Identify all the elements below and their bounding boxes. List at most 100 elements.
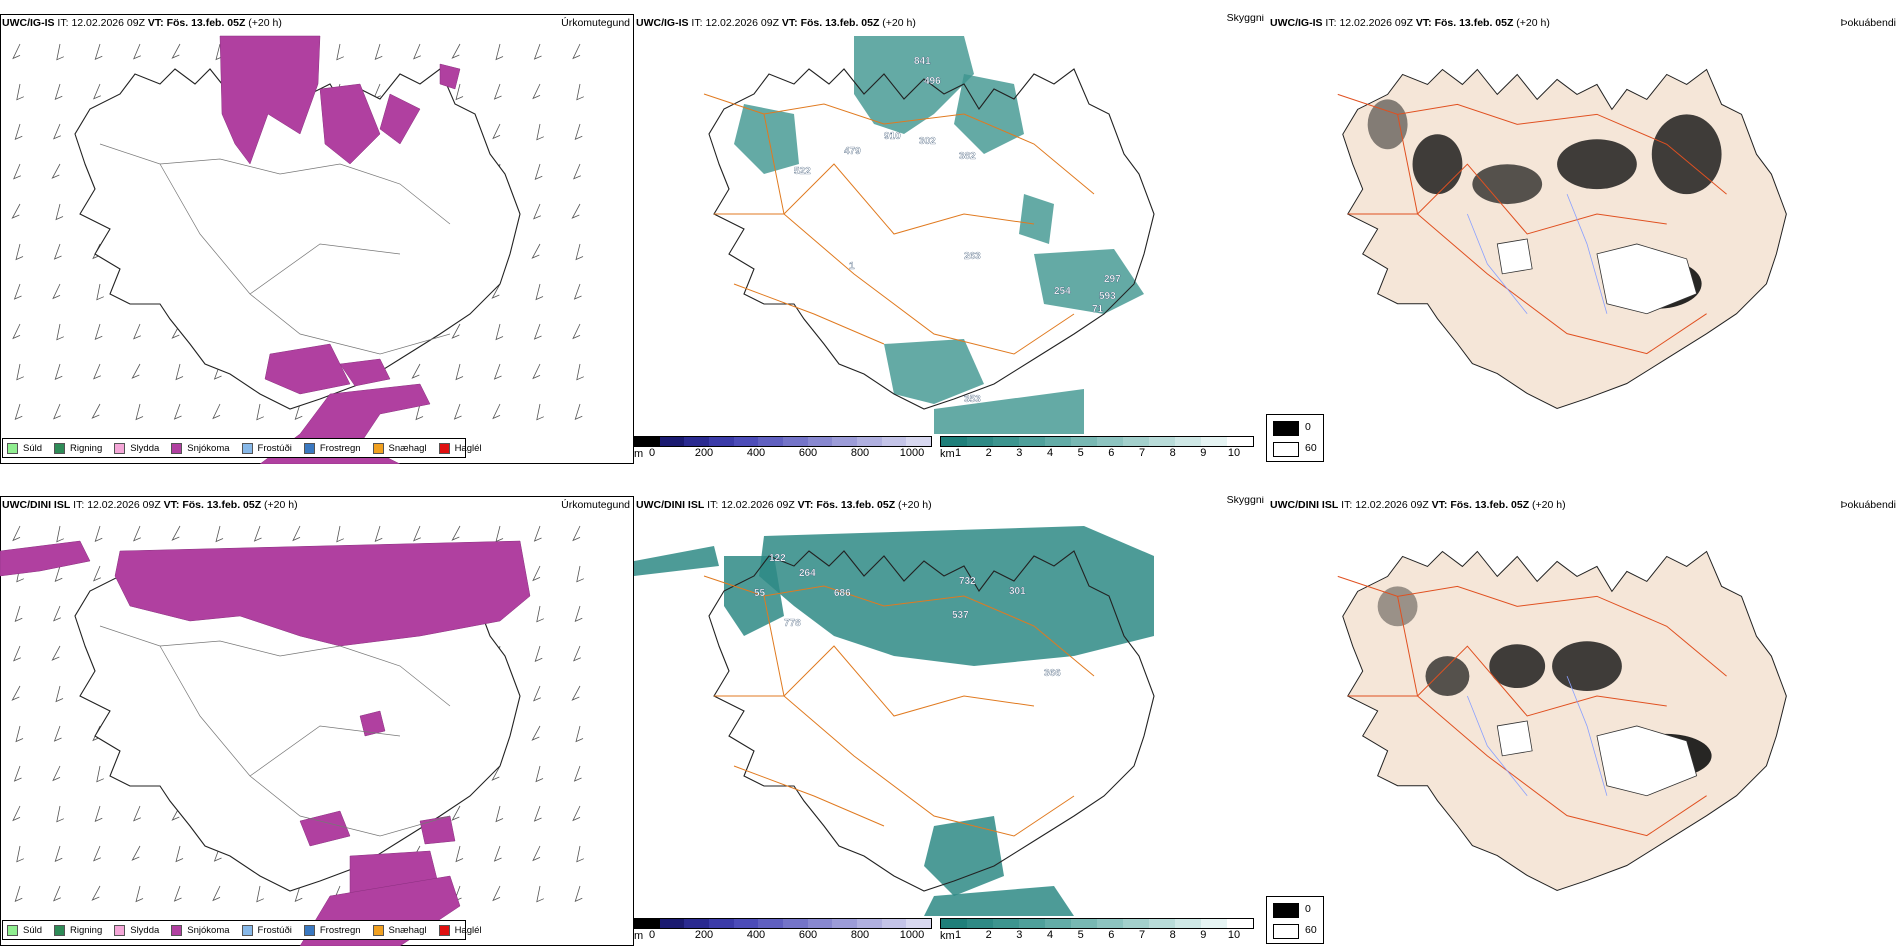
wind-barb: [51, 163, 61, 179]
legend-label: Snæhagl: [388, 442, 427, 454]
wind-barb: [53, 605, 61, 622]
wind-barb: [575, 725, 584, 743]
precip-legend: Súld Rigning Slydda Snjókoma Frostúði Frostre…: [2, 438, 482, 458]
colorbar-cell: [807, 437, 833, 446]
wind-barb: [14, 885, 23, 902]
visibility-label: 910: [884, 131, 901, 142]
precip-type-panel-row1: UWC/IG-IS IT: 12.02.2026 09Z VT: Fös. 13…: [0, 14, 634, 464]
glacier-outlines: [1496, 238, 1698, 315]
wind-barb: [53, 403, 61, 420]
colorbar-tick-label: 7: [1138, 929, 1146, 941]
wind-barb: [532, 83, 541, 100]
panel-title: Þokuábendi: [1840, 499, 1896, 511]
legend-item: Slydda: [114, 442, 160, 454]
colorbar-cell: [906, 919, 932, 928]
legend-label: Frostregn: [319, 442, 361, 454]
iceland-coastline: [1342, 550, 1787, 891]
panel-title: Þokuábendi: [1840, 17, 1896, 29]
wind-barb: [12, 805, 21, 822]
visibility-map: 841 496 910 302 382 479 522 263 1 254 297 593 71 353: [703, 36, 1155, 434]
colorbar-cell: [1045, 919, 1071, 928]
low-visibility-areas: [734, 36, 1144, 434]
wind-barb: [413, 525, 421, 542]
legend-swatch: [114, 442, 126, 454]
visibility-label: 537: [952, 610, 969, 621]
colorbar-tick-label: 0: [648, 447, 656, 459]
colorbar-cell: [857, 919, 882, 928]
wind-barb: [15, 725, 24, 743]
legend-label: Frostúði: [257, 442, 292, 454]
wind-barb: [492, 885, 501, 902]
wind-barb: [16, 363, 24, 381]
wind-barb: [11, 203, 21, 219]
wind-barb: [374, 43, 383, 60]
wind-barb: [14, 605, 23, 622]
wind-barb: [336, 525, 344, 543]
legend-swatch: [303, 924, 315, 936]
wind-barb: [531, 243, 541, 259]
fog-legend-swatch: [1273, 924, 1299, 939]
legend-item: Rigning: [54, 442, 102, 454]
colorbar-tick-label: 8: [1169, 447, 1176, 459]
colorbar-cell: [906, 437, 932, 446]
visibility-label: 778: [784, 618, 801, 629]
colorbar-tick-label: 1: [954, 447, 962, 459]
visibility-label: 353: [964, 394, 981, 405]
wind-barb: [294, 885, 303, 902]
wind-barb: [175, 363, 184, 381]
legend-swatch: [438, 442, 450, 454]
colorbar-unit: km: [940, 448, 955, 460]
legend-item: Haglél: [438, 924, 482, 936]
colorbar-strip: [940, 918, 1254, 929]
road-network: [1337, 93, 1727, 355]
wind-barb: [12, 525, 21, 542]
wind-barb: [493, 845, 502, 862]
legend-swatch: [372, 442, 384, 454]
fog-legend-swatch: [1273, 421, 1299, 436]
wind-barb: [53, 243, 62, 260]
colorbar-tick-label: 600: [798, 929, 818, 941]
fog-legend-swatch: [1273, 442, 1299, 457]
wind-barb: [493, 363, 502, 380]
colorbar-tick-label: 6: [1108, 929, 1115, 941]
legend-label: Slydda: [130, 442, 160, 454]
wind-barb: [491, 283, 501, 299]
wind-barb: [91, 885, 101, 901]
wind-barb: [51, 645, 61, 661]
legend-label: Haglél: [454, 924, 482, 936]
visibility-label: 263: [964, 251, 981, 262]
wind-barb: [12, 43, 21, 60]
colorbar-cell: [659, 919, 685, 928]
wind-barb: [532, 565, 541, 582]
wind-barb: [493, 83, 502, 100]
wind-barb: [451, 525, 461, 541]
colorbar-cell: [684, 437, 710, 446]
wind-barb: [573, 283, 582, 300]
wind-barb: [453, 403, 462, 420]
colorbar-cell: [635, 437, 660, 446]
wind-barb: [532, 363, 541, 380]
colorbar-tick-label: 3: [1016, 447, 1023, 459]
fog-panel-row1: UWC/IG-IS IT: 12.02.2026 09Z VT: Fös. 13…: [1268, 14, 1900, 464]
visibility-label: 1: [849, 261, 855, 272]
wind-barb: [96, 283, 104, 301]
wind-barb: [91, 403, 101, 419]
colorbar-cell: [733, 919, 759, 928]
colorbar-cell: [709, 919, 734, 928]
colorbar-tick-label: 600: [798, 447, 818, 459]
colorbar-cell: [832, 919, 858, 928]
wind-barb: [54, 83, 63, 100]
colorbar-cell: [1097, 919, 1123, 928]
wind-barb: [415, 403, 424, 421]
rivers: [1466, 193, 1608, 314]
colorbar-tick-label: 10: [1227, 929, 1241, 941]
rivers: [1466, 675, 1608, 796]
legend-label: Frostregn: [319, 924, 361, 936]
wind-barb: [13, 645, 21, 662]
legend-item: Frostregn: [303, 442, 361, 454]
fog-legend: 0 60: [1266, 896, 1324, 944]
visibility-label: 264: [799, 568, 816, 579]
wind-barb: [135, 885, 144, 903]
visibility-label: 301: [1009, 586, 1026, 597]
wind-barb: [94, 805, 103, 822]
